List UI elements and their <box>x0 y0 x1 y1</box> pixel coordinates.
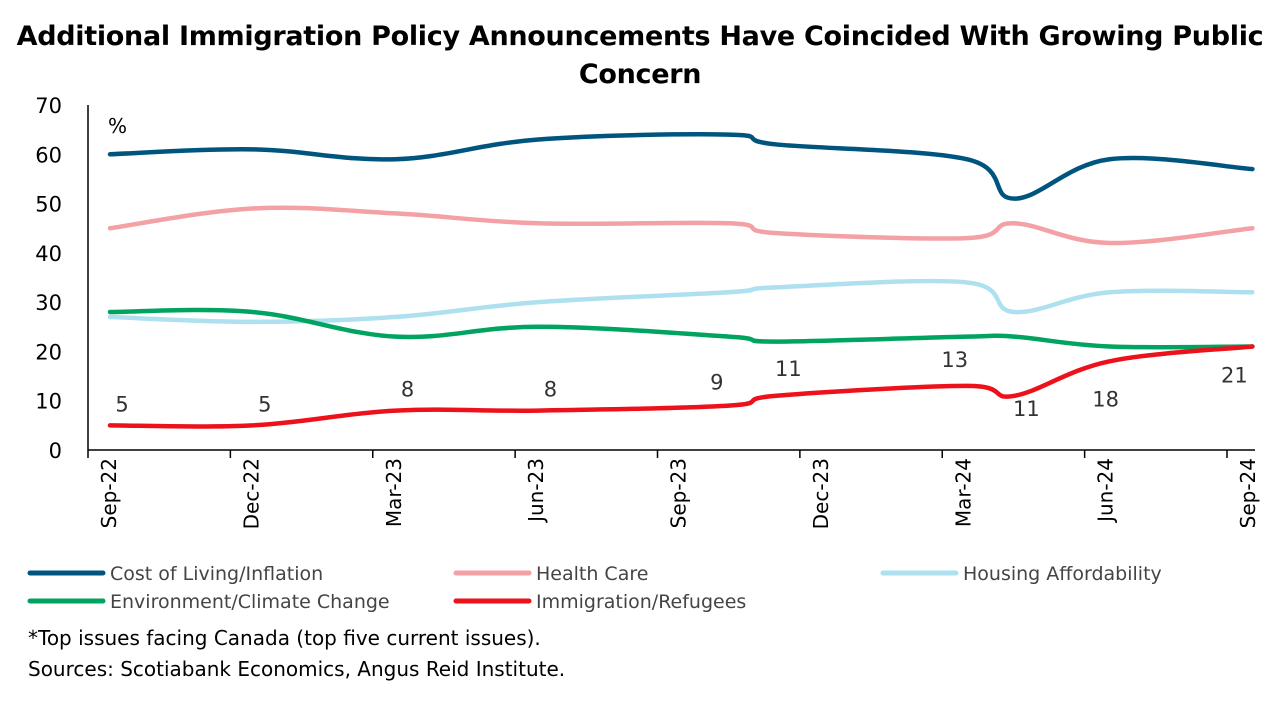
y-tick-label: 10 <box>35 390 62 414</box>
y-axis-unit: % <box>108 114 127 138</box>
data-label: 5 <box>115 392 128 416</box>
legend-label: Cost of Living/Inflation <box>110 563 323 585</box>
data-label: 5 <box>258 392 271 416</box>
series-line-cost-of-living-inflation <box>107 132 1255 201</box>
data-label: 8 <box>401 378 414 402</box>
footnote: *Top issues facing Canada (top five curr… <box>28 626 541 650</box>
y-tick-label: 50 <box>35 193 62 217</box>
y-tick-label: 70 <box>35 94 62 118</box>
data-label: 11 <box>1013 397 1040 421</box>
x-tick-label: Jun-23 <box>524 458 548 524</box>
x-tick-label: Mar-24 <box>951 458 975 527</box>
data-label: 11 <box>775 357 802 381</box>
x-tick-label: Mar-23 <box>382 458 406 527</box>
legend-label: Immigration/Refugees <box>536 591 746 613</box>
y-tick-label: 40 <box>35 242 62 266</box>
series-line-immigration-refugees <box>107 344 1255 429</box>
data-label: 18 <box>1092 387 1119 411</box>
y-tick-label: 60 <box>35 143 62 167</box>
x-tick-label: Dec-23 <box>809 458 833 529</box>
series-line-housing-affordability <box>107 278 1255 325</box>
x-tick-label: Sep-23 <box>667 458 691 528</box>
x-tick-label: Dec-22 <box>239 458 263 529</box>
data-label: 8 <box>544 378 557 402</box>
chart-title: Additional Immigration Policy Announceme… <box>16 21 1264 90</box>
y-tick-label: 20 <box>35 340 62 364</box>
y-tick-label: 30 <box>35 291 62 315</box>
data-label: 21 <box>1221 364 1248 388</box>
x-tick-label: Sep-22 <box>97 458 121 528</box>
series-line-health-care <box>107 205 1255 246</box>
y-tick-label: 0 <box>49 439 62 463</box>
legend-label: Housing Affordability <box>963 563 1162 585</box>
legend-label: Health Care <box>536 563 648 585</box>
x-tick-label: Sep-24 <box>1236 458 1260 528</box>
legend-label: Environment/Climate Change <box>110 591 390 613</box>
sources-note: Sources: Scotiabank Economics, Angus Rei… <box>28 657 566 681</box>
data-label: 9 <box>710 371 723 395</box>
x-tick-label: Jun-24 <box>1094 458 1118 524</box>
series-line-environment-climate-change <box>107 307 1255 350</box>
data-label: 13 <box>941 348 968 372</box>
